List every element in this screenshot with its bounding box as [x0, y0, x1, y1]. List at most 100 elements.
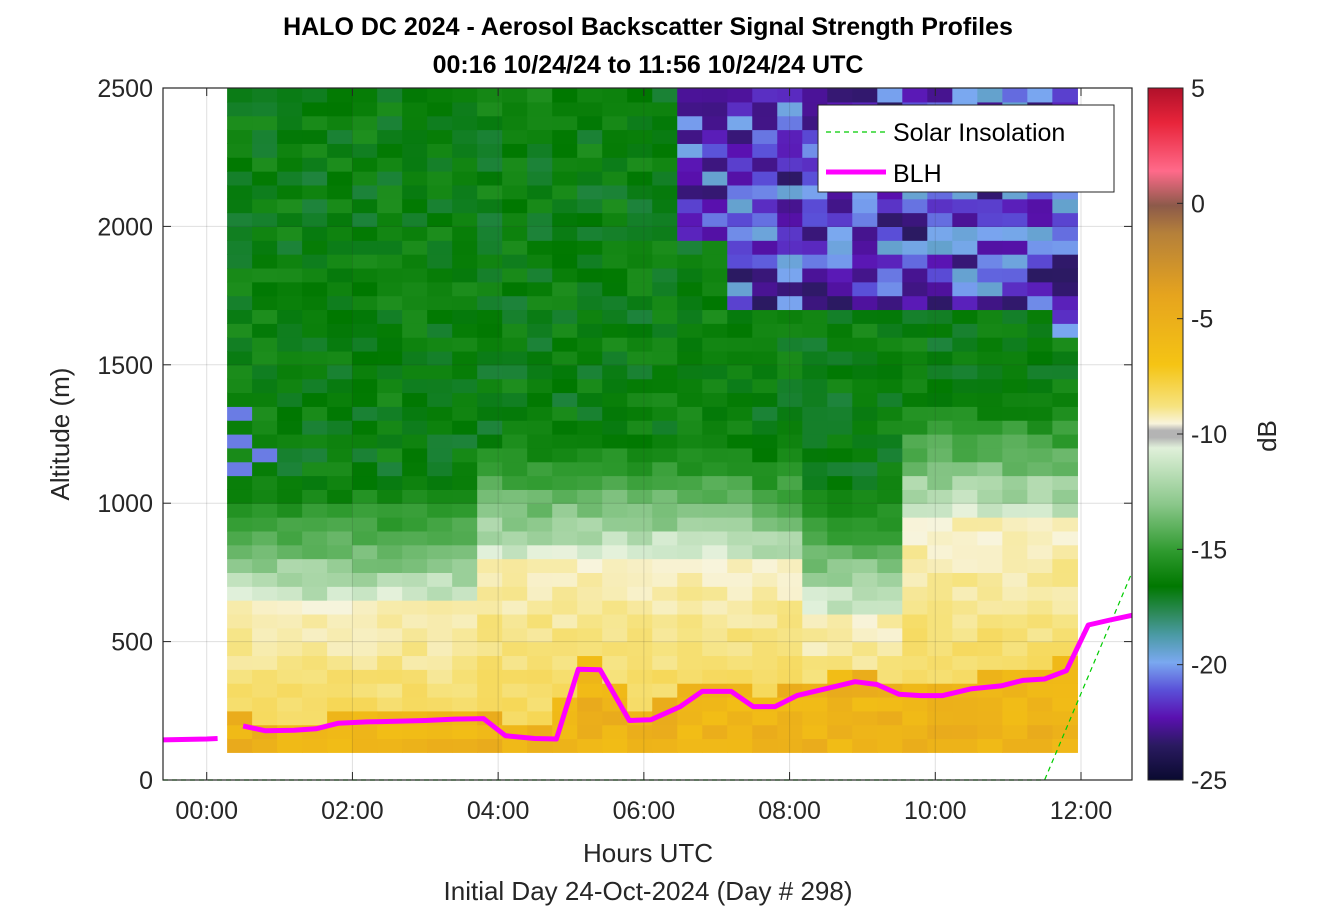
heatmap-cell	[602, 655, 628, 670]
heatmap-cell	[477, 337, 503, 352]
heatmap-cell	[652, 489, 678, 504]
heatmap-cell	[577, 129, 603, 144]
heatmap-cell	[1027, 323, 1053, 338]
heatmap-cell	[677, 323, 703, 338]
heatmap-cell	[602, 226, 628, 241]
heatmap-cell	[1002, 572, 1028, 587]
heatmap-cell	[502, 364, 528, 380]
heatmap-cell	[727, 281, 753, 297]
heatmap-cell	[327, 558, 353, 573]
heatmap-cell	[377, 530, 403, 546]
heatmap-cell	[327, 696, 353, 712]
heatmap-cell	[527, 198, 553, 214]
heatmap-cell	[227, 267, 253, 283]
heatmap-cell	[727, 475, 753, 490]
heatmap-cell	[952, 447, 978, 463]
heatmap-cell	[902, 295, 928, 311]
heatmap-cell	[277, 267, 303, 283]
heatmap-cell	[1027, 489, 1053, 504]
heatmap-cell	[277, 378, 303, 394]
heatmap-cell	[877, 696, 903, 712]
heatmap-cell	[527, 115, 553, 131]
heatmap-cell	[802, 461, 828, 477]
heatmap-cell	[602, 461, 628, 477]
heatmap-cell	[627, 129, 653, 144]
heatmap-cell	[1027, 226, 1053, 241]
heatmap-cell	[377, 323, 403, 338]
heatmap-cell	[477, 696, 503, 712]
heatmap-cell	[1002, 337, 1028, 352]
heatmap-cell	[352, 115, 378, 131]
heatmap-cell	[377, 558, 403, 573]
heatmap-cell	[252, 323, 278, 338]
heatmap-cell	[252, 350, 278, 366]
heatmap-cell	[652, 641, 678, 657]
heatmap-cell	[977, 600, 1003, 615]
heatmap-cell	[977, 364, 1003, 380]
heatmap-cell	[677, 295, 703, 311]
heatmap-cell	[677, 558, 703, 573]
heatmap-cell	[702, 627, 728, 643]
heatmap-cell	[477, 143, 503, 158]
heatmap-cell	[377, 696, 403, 712]
heatmap-cell	[402, 101, 428, 117]
heatmap-cell	[627, 406, 653, 421]
heatmap-cell	[1052, 613, 1078, 629]
heatmap-cell	[952, 406, 978, 421]
heatmap-cell	[527, 337, 553, 352]
heatmap-cell	[577, 572, 603, 587]
heatmap-cell	[427, 475, 453, 490]
heatmap-cell	[802, 240, 828, 255]
heatmap-cell	[1002, 530, 1028, 546]
heatmap-cell	[527, 212, 553, 227]
heatmap-cell	[602, 489, 628, 504]
heatmap-cell	[702, 710, 728, 726]
heatmap-cell	[977, 323, 1003, 338]
heatmap-cell	[477, 129, 503, 144]
heatmap-cell	[552, 558, 578, 573]
heatmap-cell	[802, 724, 828, 740]
heatmap-cell	[577, 655, 603, 670]
heatmap-cell	[677, 461, 703, 477]
heatmap-cell	[677, 724, 703, 740]
heatmap-cell	[877, 240, 903, 255]
heatmap-cell	[777, 240, 803, 255]
heatmap-cell	[827, 586, 853, 601]
heatmap-cell	[727, 530, 753, 546]
heatmap-cell	[277, 295, 303, 311]
heatmap-cell	[627, 558, 653, 573]
heatmap-cell	[777, 378, 803, 394]
heatmap-cell	[302, 447, 328, 463]
heatmap-cell	[777, 171, 803, 186]
heatmap-cell	[252, 198, 278, 214]
heatmap-cell	[677, 254, 703, 269]
heatmap-cell	[627, 88, 653, 103]
heatmap-cell	[677, 572, 703, 587]
heatmap-cell	[452, 226, 478, 241]
heatmap-cell	[327, 254, 353, 269]
heatmap-cell	[477, 420, 503, 435]
heatmap-cell	[1052, 309, 1078, 324]
heatmap-cell	[252, 517, 278, 532]
heatmap-cell	[552, 267, 578, 283]
heatmap-cell	[352, 254, 378, 269]
heatmap-cell	[402, 350, 428, 366]
heatmap-cell	[677, 475, 703, 490]
heatmap-cell	[552, 309, 578, 324]
heatmap-cell	[602, 198, 628, 214]
heatmap-cell	[727, 613, 753, 629]
heatmap-cell	[727, 558, 753, 573]
heatmap-cell	[427, 309, 453, 324]
heatmap-cell	[302, 267, 328, 283]
heatmap-cell	[552, 129, 578, 144]
heatmap-cell	[1052, 586, 1078, 601]
heatmap-cell	[452, 627, 478, 643]
heatmap-cell	[1002, 517, 1028, 532]
heatmap-cell	[1052, 627, 1078, 643]
heatmap-cell	[577, 724, 603, 740]
heatmap-cell	[577, 683, 603, 698]
heatmap-cell	[702, 198, 728, 214]
heatmap-cell	[752, 392, 778, 407]
heatmap-cell	[652, 738, 678, 753]
heatmap-cell	[802, 212, 828, 227]
